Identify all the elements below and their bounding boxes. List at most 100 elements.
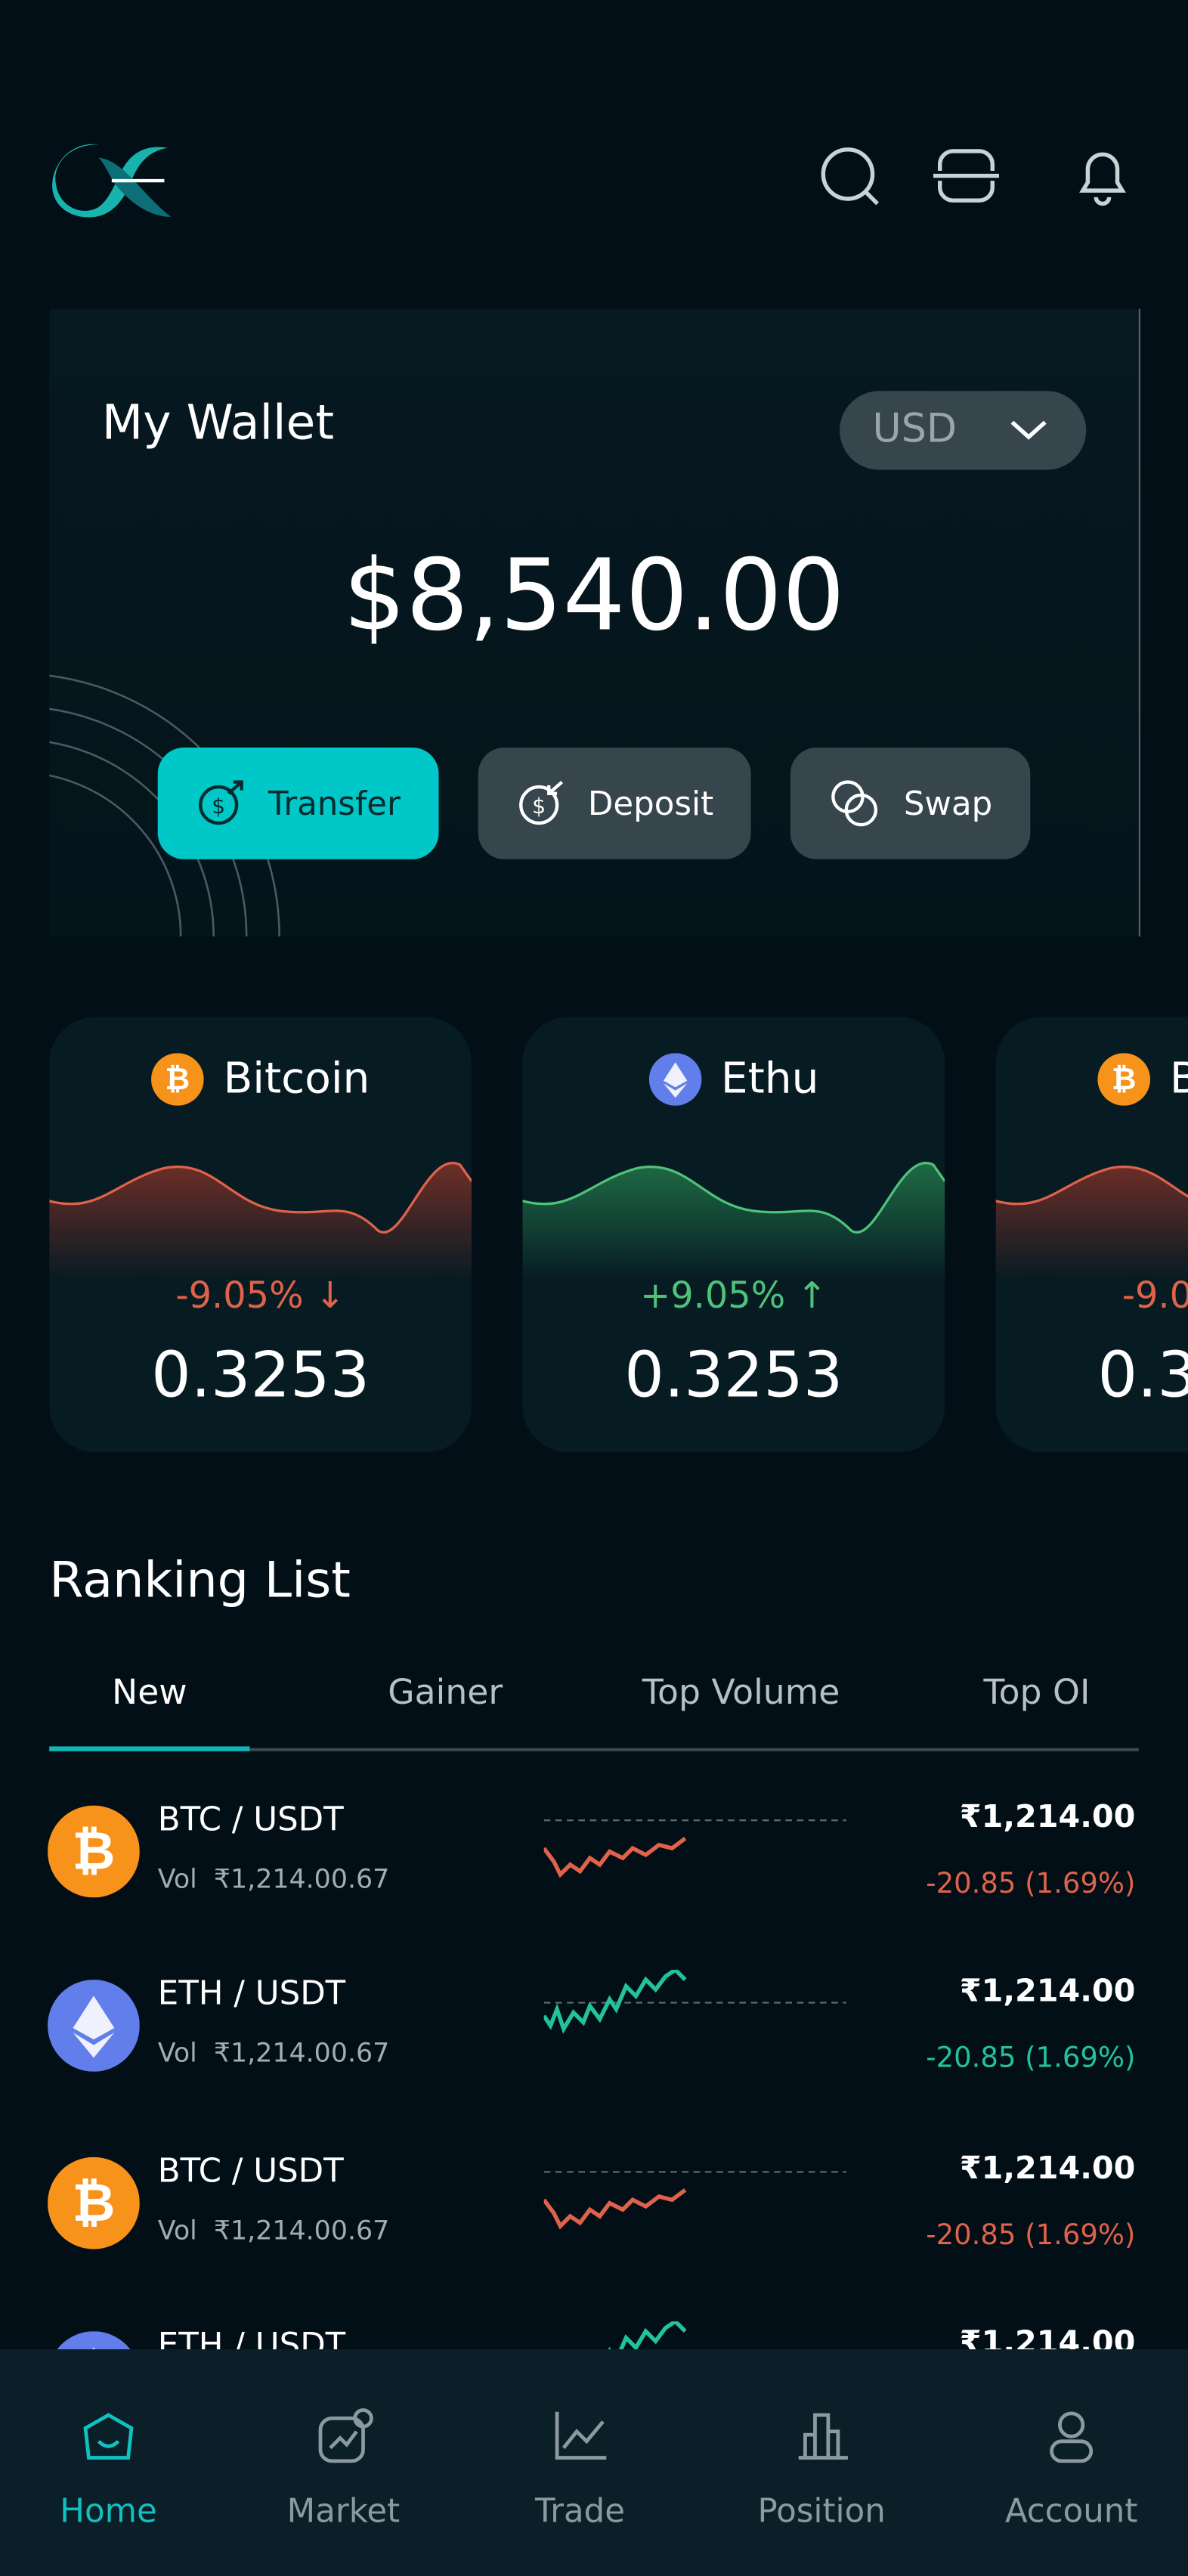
nav-label: Trade <box>534 2491 626 2531</box>
pair: ETH / USDT <box>157 1973 346 2013</box>
ranking-title: Ranking List <box>49 1552 351 1611</box>
row-sparkline <box>543 1970 846 2034</box>
ranking-row[interactable]: ETH / USDT Vol ₹1,214.00.67 ₹1,214.00 -2… <box>0 1970 1188 2134</box>
volume: Vol ₹1,214.00.67 <box>158 2215 390 2246</box>
wallet-title: My Wallet <box>101 394 335 450</box>
label: Swap <box>903 783 993 823</box>
coin-value: 0.3253 <box>151 1339 370 1412</box>
vol-label: Vol <box>157 2214 197 2246</box>
change-text: +9.05% <box>640 1276 786 1318</box>
nav-icon <box>798 2413 848 2460</box>
volume: Vol ₹1,214.00.67 <box>158 2037 390 2068</box>
vol-label: Vol <box>157 2037 197 2069</box>
row-sparkline <box>543 1819 846 1878</box>
nav-item[interactable]: Account <box>973 2349 1170 2576</box>
wallet-card: My Wallet USD $8,540.00 $ Transfer $ Dep… <box>49 308 1140 937</box>
nav-icon <box>318 2408 373 2463</box>
btc-icon: ₿ <box>1097 1053 1150 1106</box>
currency-select[interactable]: USD <box>840 391 1087 470</box>
coin-card[interactable]: ₿ Bitcoin -9.05% ↓ 0.3253 <box>49 1017 472 1453</box>
vol-label: Vol <box>157 1862 197 1895</box>
tab[interactable]: Top Volume <box>642 1672 840 1712</box>
bottom-nav: Home Market Trade Position Account <box>0 2349 1188 2576</box>
price-change: -20.85 (1.69%) <box>926 2042 1136 2076</box>
svg-text:$: $ <box>212 794 226 819</box>
svg-text:₿: ₿ <box>72 1820 115 1882</box>
row-icon: ₿ <box>48 2156 140 2256</box>
nav-icon <box>83 2413 134 2460</box>
coin-name: Bitcoin <box>1170 1054 1188 1104</box>
ranking-row[interactable]: ₿ BTC / USDT Vol ₹1,214.00.67 ₹1,214.00 … <box>0 2147 1188 2311</box>
svg-text:$: $ <box>532 794 546 819</box>
price: ₹1,214.00 <box>959 2150 1136 2187</box>
nav-item[interactable]: Market <box>245 2349 442 2576</box>
coin-change: -9.05% ↓ <box>996 1277 1188 1317</box>
nav-label: Position <box>757 2491 886 2531</box>
btc-icon: ₿ <box>48 2156 140 2249</box>
price: ₹1,214.00 <box>959 1973 1136 2010</box>
coin-card[interactable]: Ethu +9.05% ↑ 0.3253 <box>522 1017 945 1453</box>
change-text: -9.05% <box>175 1276 304 1318</box>
btc-icon: ₿ <box>48 1805 140 1898</box>
balance: $8,540.00 <box>343 538 845 655</box>
svg-text:₿: ₿ <box>72 2172 115 2234</box>
transfer-button[interactable]: $ Transfer <box>157 747 439 859</box>
icon: $ <box>199 780 244 825</box>
price-change: -20.85 (1.69%) <box>926 2219 1136 2252</box>
price-change: -20.85 (1.69%) <box>926 1868 1136 1901</box>
vol-value: ₹1,214.00.67 <box>213 2037 390 2069</box>
coin-name: Ethu <box>720 1054 819 1104</box>
coin-value: 0.3253 <box>1097 1339 1188 1412</box>
svg-text:₿: ₿ <box>165 1062 190 1097</box>
tab-divider <box>49 1748 1139 1751</box>
logo <box>52 144 172 218</box>
price: ₹1,214.00 <box>959 1798 1136 1835</box>
tab[interactable]: Gainer <box>388 1672 503 1712</box>
vol-value: ₹1,214.00.67 <box>213 2214 390 2246</box>
coin-head: ₿ Bitcoin <box>996 1053 1188 1106</box>
btc-icon: ₿ <box>150 1053 204 1106</box>
coin-change: -9.05% ↓ <box>175 1276 345 1318</box>
eth-icon <box>648 1053 701 1106</box>
coin-head: Ethu <box>522 1053 945 1106</box>
coin-name: Bitcoin <box>223 1054 370 1104</box>
pair: BTC / USDT <box>157 2150 344 2191</box>
nav-label: Home <box>60 2491 157 2531</box>
eth-icon <box>48 1980 140 2072</box>
row-icon: ₿ <box>48 1805 140 1904</box>
icon <box>831 780 878 827</box>
swap-button[interactable]: Swap <box>790 747 1031 859</box>
nav-item[interactable]: Position <box>723 2349 920 2576</box>
row-sparkline <box>543 2171 846 2230</box>
sparkline <box>995 1166 1188 1280</box>
deposit-button[interactable]: $ Deposit <box>478 747 751 859</box>
nav-item[interactable]: Home <box>10 2349 207 2576</box>
header-icons[interactable] <box>815 141 1143 214</box>
volume: Vol ₹1,214.00.67 <box>158 1863 390 1894</box>
nav-label: Account <box>1004 2491 1138 2531</box>
icon: $ <box>518 780 563 825</box>
sparkline <box>522 1161 945 1280</box>
row-icon <box>48 1980 140 2078</box>
tab[interactable]: Top OI <box>983 1672 1091 1712</box>
nav-icon <box>555 2411 607 2460</box>
coin-head: ₿ Bitcoin <box>49 1053 472 1106</box>
label: Deposit <box>587 783 714 823</box>
change-text: -9.05% <box>1121 1276 1188 1318</box>
currency: USD <box>872 405 958 452</box>
tab[interactable]: New <box>112 1672 187 1712</box>
nav-icon <box>1050 2411 1094 2463</box>
vol-value: ₹1,214.00.67 <box>213 1862 390 1895</box>
nav-label: Market <box>286 2491 401 2531</box>
label: Transfer <box>268 783 401 823</box>
chevron <box>1010 420 1047 440</box>
nav-item[interactable]: Trade <box>481 2349 679 2576</box>
coin-value: 0.3253 <box>624 1339 843 1412</box>
sparkline <box>49 1161 472 1280</box>
ranking-row[interactable]: ₿ BTC / USDT Vol ₹1,214.00.67 ₹1,214.00 … <box>0 1796 1188 1960</box>
coin-card[interactable]: ₿ Bitcoin -9.05% ↓ 0.3253 <box>995 1017 1188 1453</box>
svg-text:₿: ₿ <box>1112 1062 1137 1097</box>
coin-change: +9.05% ↑ <box>640 1276 828 1318</box>
